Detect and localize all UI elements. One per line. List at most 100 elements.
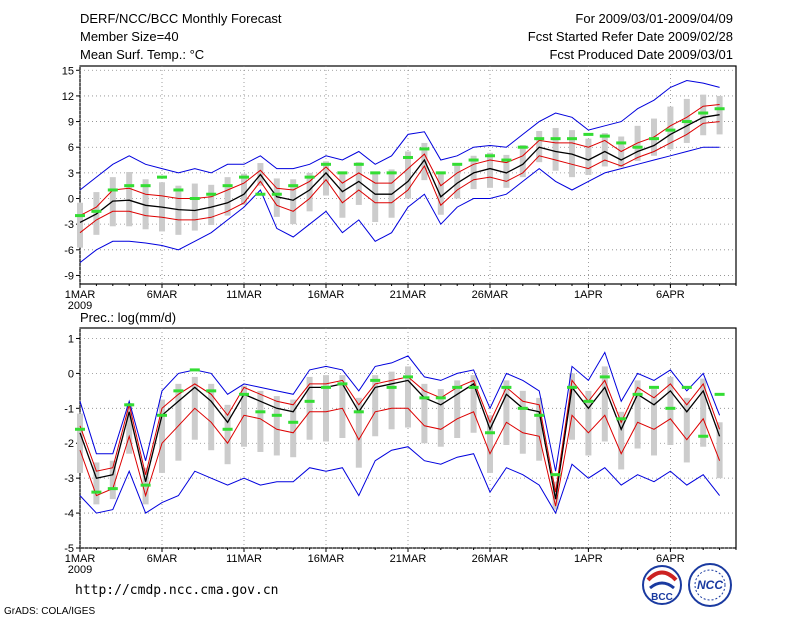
spread-box: [77, 202, 83, 248]
spread-box: [224, 404, 231, 465]
forecast-produced-date: Fcst Produced Date 2009/03/01: [549, 47, 733, 62]
obs-mark: [403, 375, 413, 379]
obs-mark: [239, 392, 249, 396]
lower-extreme-line: [79, 446, 720, 515]
x-tick-label: 1MAR: [65, 289, 96, 301]
obs-mark: [452, 162, 463, 166]
spread-box: [437, 172, 444, 215]
x-tick-label: 21MAR: [390, 553, 427, 565]
bcc-logo-text: BCC: [651, 592, 673, 603]
x-tick-label: 1MAR: [65, 553, 96, 565]
obs-mark: [189, 368, 200, 372]
obs-mark: [567, 385, 577, 389]
obs-mark: [271, 413, 282, 417]
forecast-start-date: Fcst Started Refer Date 2009/02/28: [528, 29, 733, 44]
x-tick-label: 6APR: [656, 553, 685, 565]
obs-mark: [353, 162, 364, 166]
year-label: 2009: [68, 300, 92, 312]
spread-box: [437, 389, 444, 447]
obs-mark: [714, 392, 725, 396]
obs-mark: [222, 184, 233, 188]
spread-box: [667, 106, 674, 150]
obs-mark: [501, 385, 512, 389]
obs-mark: [157, 413, 167, 417]
obs-mark: [304, 399, 315, 403]
upper-spread-line: [79, 104, 720, 217]
spread-box: [585, 138, 592, 175]
spread-box: [487, 152, 493, 188]
obs-mark: [583, 132, 594, 136]
y-tick-label: -9: [64, 270, 74, 282]
spread-box: [503, 154, 510, 188]
obs-mark: [665, 406, 676, 410]
spread-box: [519, 145, 526, 178]
bcc-logo: BCC: [642, 565, 682, 605]
spread-box: [159, 399, 165, 473]
spread-box: [454, 164, 461, 199]
x-tick-label: 6MAR: [147, 289, 178, 301]
spread-box: [273, 396, 280, 456]
spread-box: [700, 378, 707, 447]
x-tick-label: 26MAR: [472, 553, 509, 565]
spread-box: [470, 375, 477, 433]
spread-box: [273, 178, 280, 217]
ncc-logo: NCC: [688, 563, 732, 607]
obs-mark: [468, 385, 479, 389]
spread-box: [126, 403, 133, 454]
obs-mark: [288, 420, 299, 424]
spread-box: [601, 133, 608, 167]
spread-box: [683, 397, 690, 463]
obs-mark: [698, 434, 709, 438]
obs-mark: [534, 137, 545, 141]
y-tick-label: -1: [64, 403, 74, 415]
lower-extreme-line: [79, 146, 720, 263]
x-tick-label: 16MAR: [308, 553, 345, 565]
obs-mark: [649, 137, 659, 141]
obs-mark: [485, 431, 495, 435]
obs-mark: [288, 184, 299, 188]
obs-mark: [550, 137, 561, 141]
grads-credit: GrADS: COLA/IGES: [4, 606, 95, 617]
obs-mark: [222, 427, 233, 431]
obs-mark: [321, 385, 331, 389]
obs-mark: [599, 134, 610, 138]
spread-box: [175, 185, 182, 235]
spread-box: [651, 389, 657, 456]
spread-box: [175, 383, 182, 461]
obs-mark: [468, 158, 479, 162]
spread-box: [208, 184, 215, 226]
temperature-panel: -9 -6 -3 0 3 6 9 12 15 1MAR 6MAR 11MAR 16MAR 21MAR 26M…: [62, 65, 737, 312]
obs-mark: [632, 145, 643, 149]
obs-mark: [665, 128, 676, 132]
figure-title: DERF/NCC/BCC Monthly Forecast: [80, 11, 282, 26]
x-tick-label: 11MAR: [226, 553, 262, 565]
y-tick-label: -4: [64, 508, 74, 520]
obs-mark: [435, 171, 446, 175]
obs-mark: [370, 378, 381, 382]
spread-box: [93, 462, 100, 505]
spread-box: [306, 376, 313, 440]
spread-box: [569, 373, 575, 440]
spread-box: [667, 376, 674, 445]
spread-box: [257, 390, 264, 452]
y-tick-label: 9: [68, 117, 74, 129]
obs-mark: [567, 137, 577, 141]
obs-mark: [616, 141, 627, 145]
ncc-logo-text: NCC: [697, 578, 723, 592]
lower-spread-line: [79, 121, 720, 234]
obs-mark: [173, 389, 184, 393]
obs-mark: [107, 487, 118, 491]
upper-extreme-line: [79, 79, 720, 191]
obs-mark: [501, 158, 512, 162]
obs-mark: [75, 427, 85, 431]
spread-box: [405, 366, 411, 428]
spread-box: [290, 399, 297, 458]
y-tick-label: -3: [64, 219, 74, 231]
obs-mark: [583, 399, 594, 403]
spread-box: [339, 375, 346, 438]
obs-mark: [632, 392, 643, 396]
spread-box: [372, 173, 379, 223]
y-tick-label: -5: [64, 543, 74, 555]
year-label: 2009: [68, 564, 92, 576]
